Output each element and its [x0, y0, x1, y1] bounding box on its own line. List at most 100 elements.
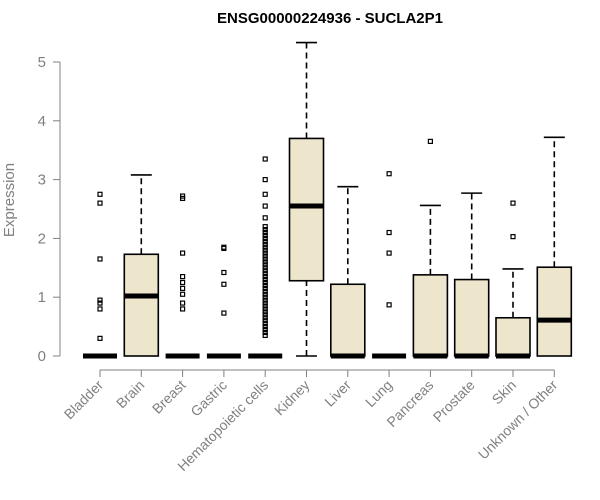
outlier-point — [262, 297, 268, 303]
outlier-point — [262, 315, 268, 321]
outlier-point — [180, 285, 186, 291]
x-tick-label: Skin — [489, 377, 520, 408]
outlier-point — [262, 177, 268, 183]
x-tick-label: Prostate — [430, 377, 478, 425]
outlier-point — [180, 274, 186, 280]
x-tick-label: Bladder — [61, 377, 107, 423]
box-group-bladder — [83, 191, 117, 359]
outlier-point — [262, 247, 268, 253]
outlier-point — [97, 256, 103, 262]
outlier-point — [262, 241, 268, 247]
outlier-point — [262, 191, 268, 197]
outlier-point — [180, 300, 186, 306]
outlier-point — [262, 156, 268, 162]
x-tick-label: Liver — [321, 377, 354, 410]
outlier-point — [97, 200, 103, 206]
plot-area — [83, 41, 573, 359]
box-group-unknown-other — [536, 136, 573, 357]
box-group-pancreas — [412, 138, 449, 359]
outlier-point — [386, 250, 392, 256]
outlier-point — [386, 229, 392, 236]
outlier-point — [262, 332, 268, 339]
outlier-point — [262, 329, 268, 336]
y-tick-label: 0 — [38, 348, 46, 365]
outlier-point — [180, 279, 186, 286]
outlier-point — [262, 300, 268, 306]
outlier-point — [262, 253, 268, 259]
outlier-point — [262, 250, 268, 256]
y-tick-label: 2 — [38, 230, 46, 247]
outlier-point — [262, 229, 268, 236]
outlier-point — [427, 138, 433, 144]
outlier-point — [180, 193, 186, 199]
box-group-lung — [372, 171, 407, 359]
outlier-point — [221, 244, 227, 250]
outlier-point — [262, 235, 268, 241]
box-body — [329, 283, 366, 357]
outlier-point — [221, 281, 227, 287]
outlier-point — [262, 256, 268, 262]
chart-title: ENSG00000224936 - SUCLA2P1 — [217, 10, 443, 27]
outlier-point — [262, 318, 268, 324]
box-body — [495, 316, 531, 357]
outlier-point — [221, 310, 227, 316]
x-tick-label: Breast — [149, 377, 189, 417]
outlier-point — [262, 291, 268, 297]
box-body — [536, 266, 573, 357]
y-tick-label: 3 — [38, 172, 46, 189]
outlier-point — [262, 288, 268, 294]
box-group-brain — [123, 174, 160, 357]
box-group-kidney — [288, 41, 325, 357]
outlier-point — [262, 309, 268, 315]
box-group-liver — [329, 185, 366, 359]
box-group-gastric — [206, 244, 241, 359]
outlier-point — [262, 262, 268, 268]
outlier-point — [262, 226, 268, 233]
outlier-point — [510, 234, 516, 240]
outlier-point — [262, 215, 268, 221]
outlier-point — [262, 285, 268, 291]
outlier-point — [262, 265, 268, 271]
outlier-point — [262, 294, 268, 300]
outlier-point — [262, 224, 268, 230]
outlier-point — [97, 306, 103, 312]
x-tick-label: Kidney — [271, 377, 313, 419]
y-axis: 0 1 2 3 4 5 — [38, 54, 61, 365]
box-body — [288, 137, 325, 282]
outlier-point — [262, 312, 268, 318]
outlier-point — [180, 291, 186, 297]
box-group-skin — [495, 200, 531, 359]
outlier-point — [262, 279, 268, 286]
x-tick-label: Brain — [113, 377, 147, 411]
outlier-point — [180, 306, 186, 312]
outlier-point — [386, 171, 392, 177]
y-tick-label: 1 — [38, 289, 46, 306]
outlier-point — [97, 191, 103, 197]
box-group-hematopoietic-cells — [248, 156, 283, 359]
outlier-point — [262, 276, 268, 283]
y-axis-label: Expression — [1, 163, 18, 237]
outlier-point — [262, 259, 268, 265]
outlier-point — [97, 297, 103, 303]
outlier-point — [262, 282, 268, 289]
outlier-point — [221, 269, 227, 276]
x-tick-label: Lung — [362, 377, 395, 410]
outlier-point — [262, 244, 268, 250]
outlier-point — [262, 271, 268, 277]
outlier-point — [97, 300, 103, 306]
outlier-point — [510, 200, 516, 206]
y-tick-label: 4 — [38, 113, 46, 130]
outlier-point — [97, 335, 103, 341]
outlier-point — [262, 268, 268, 274]
outlier-point — [262, 238, 268, 244]
box-body — [412, 274, 449, 357]
outlier-point — [262, 306, 268, 312]
outlier-point — [262, 232, 268, 239]
box-group-prostate — [453, 192, 490, 359]
outlier-point — [262, 203, 268, 209]
outlier-point — [262, 324, 268, 330]
outlier-point — [180, 250, 186, 256]
box-group-breast — [165, 193, 200, 359]
box-body — [453, 278, 490, 357]
